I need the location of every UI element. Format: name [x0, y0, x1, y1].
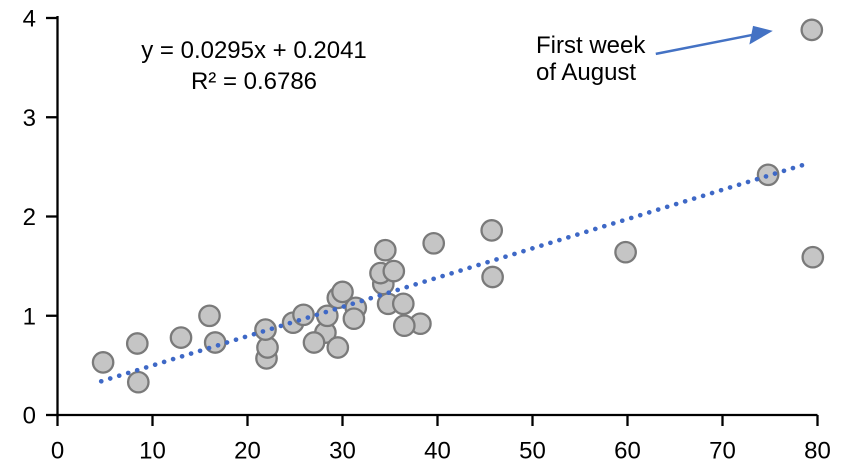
x-tick-label: 20: [234, 438, 261, 465]
data-point-marker: [800, 18, 824, 42]
data-point-marker: [373, 238, 397, 262]
data-point-marker: [614, 240, 637, 264]
data-point-marker: [169, 326, 193, 349]
y-tick-label: 3: [23, 105, 36, 132]
x-tick-label: 30: [329, 438, 356, 465]
data-point-marker: [391, 292, 415, 316]
y-tick-label: 1: [23, 303, 36, 330]
annotation-arrow-head: [749, 25, 773, 45]
r-squared-text: R² = 0.6786: [190, 68, 318, 95]
data-point-marker: [422, 231, 446, 255]
x-tick-label: 0: [51, 438, 64, 465]
data-point-marker: [126, 370, 150, 394]
y-tick-label: 0: [23, 403, 36, 430]
data-point-marker: [254, 318, 277, 341]
data-point-marker: [481, 265, 504, 289]
x-tick-label: 60: [614, 438, 641, 465]
data-point-marker: [480, 219, 504, 242]
x-tick-label: 40: [424, 438, 451, 465]
x-tick-label: 80: [804, 438, 831, 465]
data-point-marker: [331, 280, 354, 304]
data-point-marker: [302, 331, 326, 354]
data-point-marker: [392, 314, 416, 338]
data-point-marker: [382, 259, 406, 283]
annotation-text-line2: of August: [536, 59, 637, 86]
annotation-text-line1: First week: [536, 32, 646, 59]
annotation-arrow-line: [655, 33, 755, 56]
data-point-marker: [292, 303, 315, 327]
data-point-marker: [756, 163, 780, 187]
y-tick-label: 4: [23, 6, 36, 33]
y-tick-label: 2: [23, 204, 36, 231]
annotation-label: First week of August: [536, 32, 645, 86]
trendline-equation: y = 0.0295x + 0.2041 R² = 0.6786: [141, 35, 367, 97]
x-tick-label: 70: [709, 438, 736, 465]
equation-text: y = 0.0295x + 0.2041: [141, 37, 367, 64]
x-tick-label: 50: [519, 438, 546, 465]
x-tick-label: 10: [139, 438, 166, 465]
trendline-dotted: [98, 161, 811, 384]
data-point-marker: [342, 307, 366, 331]
data-point-marker: [326, 336, 350, 359]
data-point-marker: [801, 245, 825, 269]
data-point-marker: [91, 351, 115, 374]
data-point-marker: [125, 332, 149, 355]
data-point-marker: [198, 304, 221, 328]
